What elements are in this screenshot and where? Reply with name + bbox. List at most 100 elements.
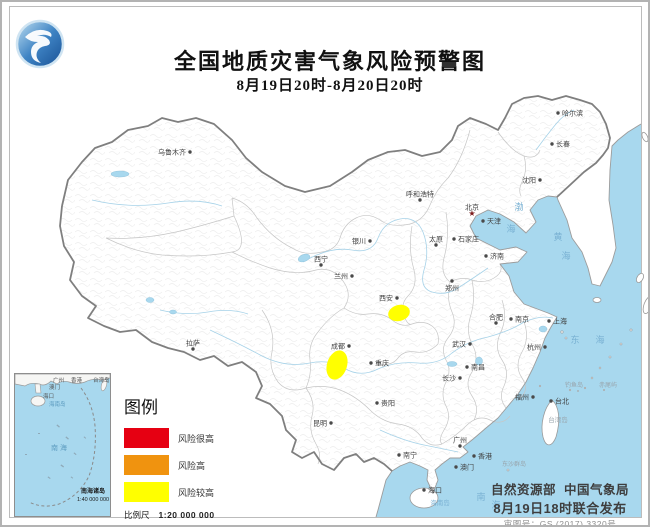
- city-label: 武汉: [452, 340, 466, 349]
- legend-item-elevated: 风险较高: [124, 482, 215, 502]
- city-dot-icon: [494, 321, 498, 325]
- legend-swatch-elevated: [124, 482, 169, 502]
- lakes: [110, 170, 548, 367]
- city-label: 乌鲁木齐: [158, 148, 186, 157]
- city-marker: 贵阳: [375, 399, 395, 408]
- issuing-agencies: 自然资源部 中国气象局: [491, 483, 629, 497]
- city-dot-icon: [484, 254, 488, 258]
- city-marker: 太原: [429, 235, 443, 247]
- city-marker: 西宁: [314, 255, 328, 267]
- city-dot-icon: [543, 345, 547, 349]
- city-label: 天津: [487, 218, 501, 226]
- sea-label: 钓鱼岛: [565, 381, 583, 389]
- south-china-sea-inset: 广州 香港 台湾岛 澳门 海口 海南岛南 海南海诸岛 1:40 000 000: [14, 373, 111, 517]
- city-label: 太原: [429, 235, 443, 244]
- city-marker: 重庆: [369, 359, 389, 368]
- inset-label: 香港: [71, 376, 83, 384]
- city-marker: 南京: [509, 315, 529, 324]
- city-marker: 广州: [453, 436, 467, 448]
- risk-zone: [326, 350, 348, 380]
- map-approval-number: 审图号：GS (2017) 3320号: [503, 519, 617, 527]
- city-marker: 武汉: [452, 340, 472, 349]
- city-label: 台北: [555, 397, 569, 406]
- page-title: 全国地质灾害气象风险预警图: [173, 49, 486, 74]
- city-marker: 澳门: [454, 463, 474, 472]
- legend-swatch-high: [124, 455, 169, 475]
- city-label: 海口: [428, 486, 442, 495]
- legend-label: 风险高: [178, 460, 206, 471]
- city-dot-icon: [538, 178, 542, 182]
- city-dot-icon: [458, 376, 462, 380]
- city-marker: 兰州: [334, 272, 354, 281]
- city-label: 福州: [515, 393, 529, 402]
- small-islands: [506, 328, 633, 472]
- city-dot-icon: [319, 263, 323, 267]
- attribution: 自然资源部 中国气象局 8月19日18时联合发布 审图号：GS (2017) 3…: [480, 479, 640, 527]
- city-marker: 昆明: [313, 420, 333, 428]
- map-scale: 比例尺 1:20 000 000: [124, 509, 215, 521]
- inset-label: 广州: [53, 376, 64, 384]
- jeju-island: [592, 297, 602, 303]
- issue-time: 8月19日18时联合发布: [493, 501, 627, 516]
- city-label: 长春: [556, 140, 570, 149]
- legend-title: 图例: [124, 398, 158, 417]
- capital-star-icon: ★: [468, 209, 475, 218]
- city-dot-icon: [468, 342, 472, 346]
- china-landmass: [60, 96, 610, 493]
- city-dot-icon: [368, 239, 372, 243]
- city-label: 杭州: [527, 343, 541, 352]
- city-label: 哈尔滨: [562, 109, 583, 118]
- city-label: 香港: [478, 452, 492, 461]
- sea-label: 东沙群岛: [502, 460, 526, 468]
- rivers: [91, 109, 575, 453]
- city-marker: 拉萨: [186, 339, 200, 351]
- hainan-island: [409, 487, 439, 509]
- cma-logo: [15, 19, 65, 69]
- city-marker: 南昌: [465, 363, 485, 372]
- city-marker: 福州: [515, 393, 535, 402]
- city-dot-icon: [422, 488, 426, 492]
- city-marker: 长春: [550, 140, 570, 149]
- legend-label: 风险很高: [178, 433, 215, 444]
- inset-islands: [25, 424, 87, 480]
- sea-label: 南: [476, 491, 485, 502]
- sea-label: 海: [491, 499, 500, 510]
- city-dot-icon: [347, 344, 351, 348]
- city-dot-icon: [452, 237, 456, 241]
- valid-period: 8月19日20时-8月20日20时: [236, 78, 424, 94]
- city-marker: 成都: [331, 342, 351, 351]
- city-marker: 呼和浩特: [406, 190, 434, 202]
- inset-leizhou: [34, 383, 42, 394]
- city-dot-icon: [397, 453, 401, 457]
- city-label: 南宁: [403, 451, 417, 460]
- scale-value: 1:20 000 000: [158, 510, 215, 520]
- legend-item-very-high: 风险很高: [124, 428, 215, 448]
- sea-label: 海南岛: [430, 498, 450, 507]
- city-dot-icon: [375, 401, 379, 405]
- sea-label: 渤: [514, 201, 523, 212]
- city-marker: 沈阳: [522, 176, 542, 185]
- city-label: 济南: [490, 252, 504, 261]
- city-label: 沈阳: [522, 176, 536, 185]
- city-marker: 西安: [379, 294, 399, 303]
- risk-zones: [326, 304, 410, 380]
- city-dot-icon: [434, 243, 438, 247]
- city-dot-icon: [454, 465, 458, 469]
- city-dot-icon: [549, 399, 553, 403]
- city-label: 昆明: [313, 420, 327, 428]
- sea-label: 赤尾屿: [599, 381, 617, 389]
- city-marker: 长沙: [442, 374, 462, 383]
- city-dot-icon: [191, 347, 195, 351]
- city-dot-icon: [369, 361, 373, 365]
- coastline: [375, 123, 642, 518]
- city-dot-icon: [531, 395, 535, 399]
- city-marker: 上海: [547, 317, 567, 326]
- sea-label: 海: [506, 223, 515, 234]
- city-label: 银川: [352, 237, 366, 246]
- sea-label: 黄: [553, 231, 562, 242]
- city-dot-icon: [458, 444, 462, 448]
- city-marker: 香港: [472, 452, 492, 461]
- city-label: 广州: [453, 436, 467, 445]
